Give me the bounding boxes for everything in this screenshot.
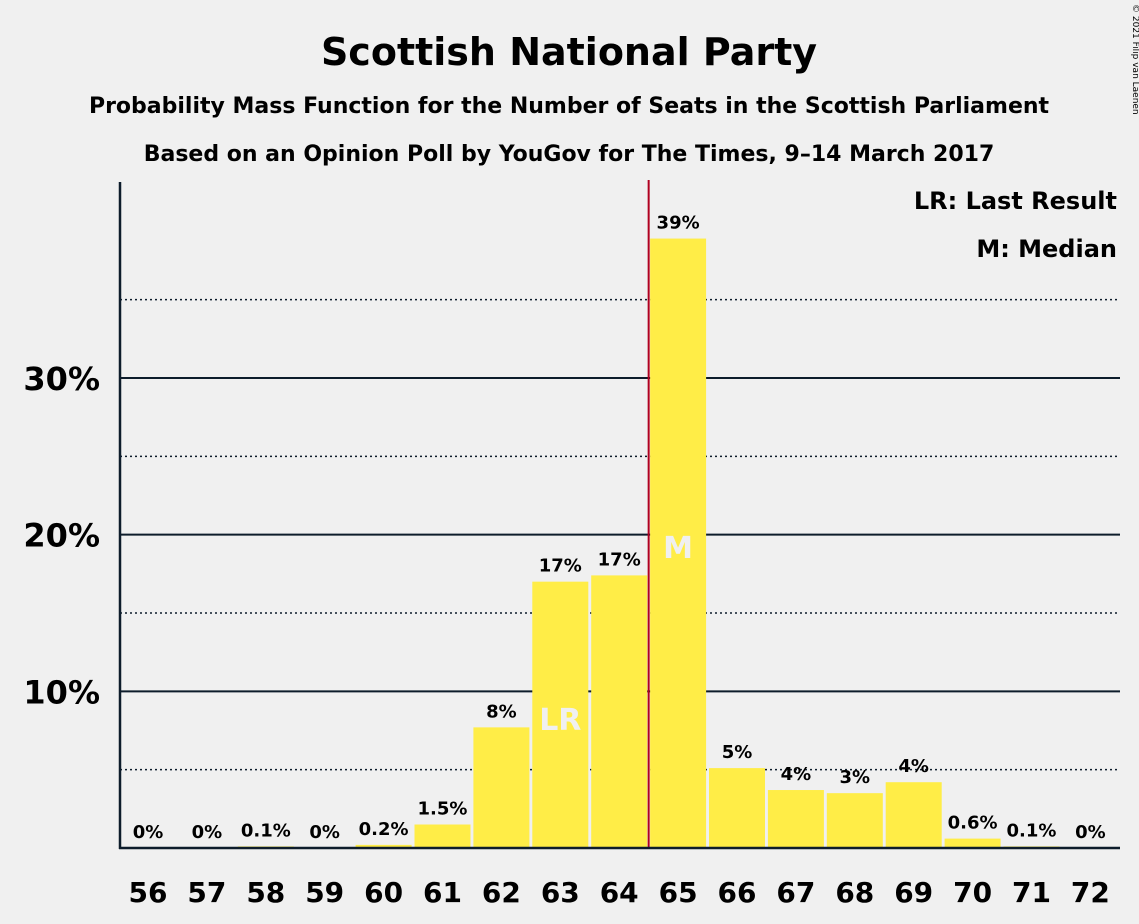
data-label-seat-68: 3% xyxy=(840,767,871,788)
data-label-seat-65: 39% xyxy=(657,213,700,234)
data-label-seat-69: 4% xyxy=(898,756,929,777)
x-tick-60: 60 xyxy=(364,876,403,909)
data-label-seat-64: 17% xyxy=(598,549,641,570)
x-tick-57: 57 xyxy=(187,876,226,909)
data-label-seat-56: 0% xyxy=(133,822,164,843)
bar-seat-67 xyxy=(768,790,824,848)
x-tick-69: 69 xyxy=(894,876,933,909)
data-label-seat-71: 0.1% xyxy=(1007,820,1057,841)
x-tick-59: 59 xyxy=(305,876,344,909)
x-tick-58: 58 xyxy=(246,876,285,909)
x-tick-68: 68 xyxy=(835,876,874,909)
chart-subtitle-2: Based on an Opinion Poll by YouGov for T… xyxy=(144,142,995,167)
data-label-seat-57: 0% xyxy=(192,822,223,843)
bar-seat-68 xyxy=(827,793,883,848)
y-tick-labels: 10% 20% 30% xyxy=(23,360,100,711)
chart-subtitle-1: Probability Mass Function for the Number… xyxy=(89,94,1050,119)
data-label-seat-70: 0.6% xyxy=(948,813,998,834)
x-tick-67: 67 xyxy=(776,876,815,909)
bar-seat-61 xyxy=(415,825,471,849)
x-tick-71: 71 xyxy=(1012,876,1051,909)
y-tick-30: 30% xyxy=(23,360,100,398)
data-label-seat-58: 0.1% xyxy=(241,820,291,841)
data-label-seat-62: 8% xyxy=(486,701,517,722)
x-tick-65: 65 xyxy=(659,876,698,909)
last-result-marker: LR xyxy=(539,703,581,738)
legend-median: M: Median xyxy=(976,235,1117,263)
data-label-seat-60: 0.2% xyxy=(359,819,409,840)
bar-seat-69 xyxy=(886,782,942,848)
y-tick-10: 10% xyxy=(23,673,100,711)
legend-last-result: LR: Last Result xyxy=(914,187,1117,215)
x-tick-61: 61 xyxy=(423,876,462,909)
data-label-seat-61: 1.5% xyxy=(418,799,468,820)
x-tick-66: 66 xyxy=(718,876,757,909)
data-label-seat-66: 5% xyxy=(722,742,753,763)
x-tick-62: 62 xyxy=(482,876,521,909)
data-label-seat-59: 0% xyxy=(309,822,340,843)
bar-seat-66 xyxy=(709,768,765,848)
data-label-seat-67: 4% xyxy=(781,764,812,785)
bar-seat-64 xyxy=(591,575,647,848)
bar-seat-62 xyxy=(473,727,529,848)
x-tick-70: 70 xyxy=(953,876,992,909)
data-label-seat-72: 0% xyxy=(1075,822,1106,843)
x-tick-56: 56 xyxy=(129,876,168,909)
median-marker: M xyxy=(663,531,693,566)
data-label-seat-63: 17% xyxy=(539,556,582,577)
x-tick-64: 64 xyxy=(600,876,639,909)
x-tick-labels: 56 57 58 59 60 61 62 63 64 65 66 67 68 69 70 71 72 xyxy=(129,876,1110,909)
x-tick-72: 72 xyxy=(1071,876,1110,909)
x-tick-63: 63 xyxy=(541,876,580,909)
y-tick-20: 20% xyxy=(23,517,100,555)
bar-seat-70 xyxy=(945,839,1001,848)
copyright-text: © 2021 Filip van Laenen xyxy=(1130,4,1139,115)
chart-title: Scottish National Party xyxy=(321,30,817,74)
